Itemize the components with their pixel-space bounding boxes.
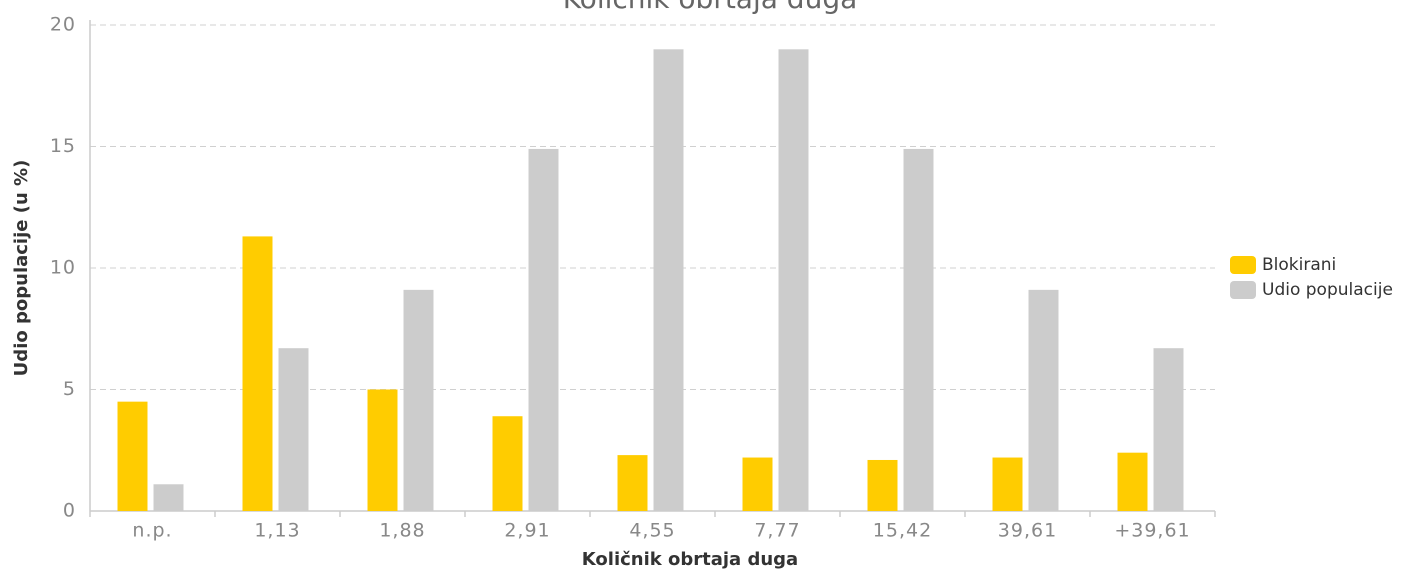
x-tick-label: 2,91 [504, 520, 550, 542]
x-tick-label: 15,42 [873, 520, 932, 542]
legend-label: Udio populacije [1262, 280, 1393, 300]
x-tick-label: +39,61 [1114, 520, 1190, 542]
x-tick-label: 4,55 [629, 520, 675, 542]
bar [117, 401, 148, 511]
y-tick-label: 10 [50, 257, 76, 279]
y-axis-label: Udio populacije (u %) [11, 160, 32, 377]
y-tick-label: 15 [50, 135, 76, 157]
bar [653, 49, 684, 512]
bar [1153, 348, 1184, 511]
bar [278, 348, 309, 511]
bar [1028, 289, 1059, 511]
bar [367, 389, 398, 511]
bar [867, 459, 898, 511]
x-axis-label: Količnik obrtaja duga [582, 549, 798, 570]
y-tick-label: 5 [63, 378, 76, 400]
legend-swatch [1230, 256, 1256, 274]
y-tick-label: 20 [50, 14, 76, 36]
chart-title: Količnik obrtaja duga [563, 0, 858, 15]
bar [1117, 452, 1148, 511]
bar [742, 457, 773, 511]
bar [242, 236, 273, 511]
bar [903, 148, 934, 511]
x-tick-label: 7,77 [754, 520, 800, 542]
bar [153, 484, 184, 511]
y-tick-label: 0 [63, 500, 76, 522]
bar [992, 457, 1023, 511]
bar [403, 289, 434, 511]
x-tick-label: n.p. [132, 520, 172, 542]
x-tick-label: 1,13 [254, 520, 300, 542]
bar [617, 455, 648, 511]
legend-label: Blokirani [1262, 255, 1336, 275]
x-tick-label: 1,88 [379, 520, 425, 542]
x-tick-label: 39,61 [998, 520, 1057, 542]
bar [778, 49, 809, 512]
legend-swatch [1230, 281, 1256, 299]
bar [528, 148, 559, 511]
bar [492, 416, 523, 511]
